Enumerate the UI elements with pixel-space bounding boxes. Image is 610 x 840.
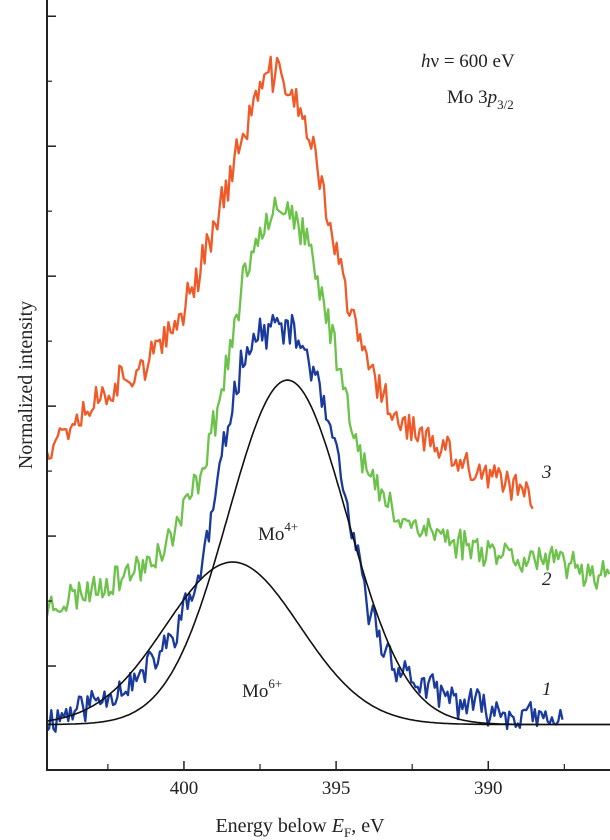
x-axis-title: Energy below EF, eV	[215, 815, 385, 840]
y-axis-title: Normalized intensity	[15, 301, 37, 469]
curve-label-2: 2	[542, 569, 552, 590]
x-tick-label: 395	[322, 778, 351, 799]
axes: 400 395 390	[46, 0, 610, 799]
photon-energy-label: hν = 600 eV	[421, 51, 515, 72]
spectrum-curve-1	[46, 313, 564, 733]
x-tick-label: 390	[474, 778, 503, 799]
x-tick-label: 400	[170, 778, 199, 799]
fit-curve-Mo6plus	[46, 561, 610, 726]
curve-label-3: 3	[541, 462, 552, 483]
x-ticks: 400 395 390	[107, 761, 565, 799]
series-layer	[45, 55, 610, 733]
spectrum-curve-2	[45, 196, 610, 617]
fit-curve-Mo4plus	[47, 379, 610, 726]
y-ticks	[47, 15, 56, 667]
mo4-fit-label: Mo4+	[258, 519, 298, 545]
core-level-label: Mo 3p3/2	[447, 87, 514, 112]
spectrum-curve-3	[45, 55, 534, 510]
curve-label-1: 1	[542, 679, 552, 700]
mo6-fit-label: Mo6+	[242, 676, 282, 702]
